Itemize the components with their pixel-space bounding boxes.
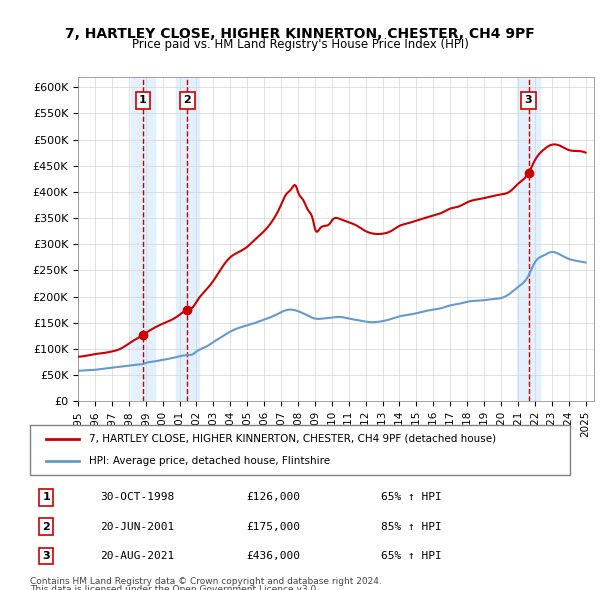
Text: This data is licensed under the Open Government Licence v3.0.: This data is licensed under the Open Gov… — [30, 585, 319, 590]
Text: Contains HM Land Registry data © Crown copyright and database right 2024.: Contains HM Land Registry data © Crown c… — [30, 577, 382, 586]
Text: £175,000: £175,000 — [246, 522, 300, 532]
Text: 20-JUN-2001: 20-JUN-2001 — [100, 522, 175, 532]
Text: 2: 2 — [43, 522, 50, 532]
Text: Price paid vs. HM Land Registry's House Price Index (HPI): Price paid vs. HM Land Registry's House … — [131, 38, 469, 51]
Text: 1: 1 — [43, 492, 50, 502]
Text: 1: 1 — [139, 95, 146, 105]
Text: £126,000: £126,000 — [246, 492, 300, 502]
Text: 7, HARTLEY CLOSE, HIGHER KINNERTON, CHESTER, CH4 9PF (detached house): 7, HARTLEY CLOSE, HIGHER KINNERTON, CHES… — [89, 434, 497, 444]
Text: 3: 3 — [43, 551, 50, 561]
Text: HPI: Average price, detached house, Flintshire: HPI: Average price, detached house, Flin… — [89, 456, 331, 466]
Text: 85% ↑ HPI: 85% ↑ HPI — [381, 522, 442, 532]
Text: 7, HARTLEY CLOSE, HIGHER KINNERTON, CHESTER, CH4 9PF: 7, HARTLEY CLOSE, HIGHER KINNERTON, CHES… — [65, 27, 535, 41]
Text: 65% ↑ HPI: 65% ↑ HPI — [381, 492, 442, 502]
Text: 2: 2 — [184, 95, 191, 105]
Text: 30-OCT-1998: 30-OCT-1998 — [100, 492, 175, 502]
FancyBboxPatch shape — [30, 425, 570, 475]
Bar — [131, 77, 155, 401]
Text: 20-AUG-2021: 20-AUG-2021 — [100, 551, 175, 561]
Bar — [176, 77, 199, 401]
Text: £436,000: £436,000 — [246, 551, 300, 561]
Text: 3: 3 — [525, 95, 532, 105]
Text: 65% ↑ HPI: 65% ↑ HPI — [381, 551, 442, 561]
Bar — [517, 77, 541, 401]
